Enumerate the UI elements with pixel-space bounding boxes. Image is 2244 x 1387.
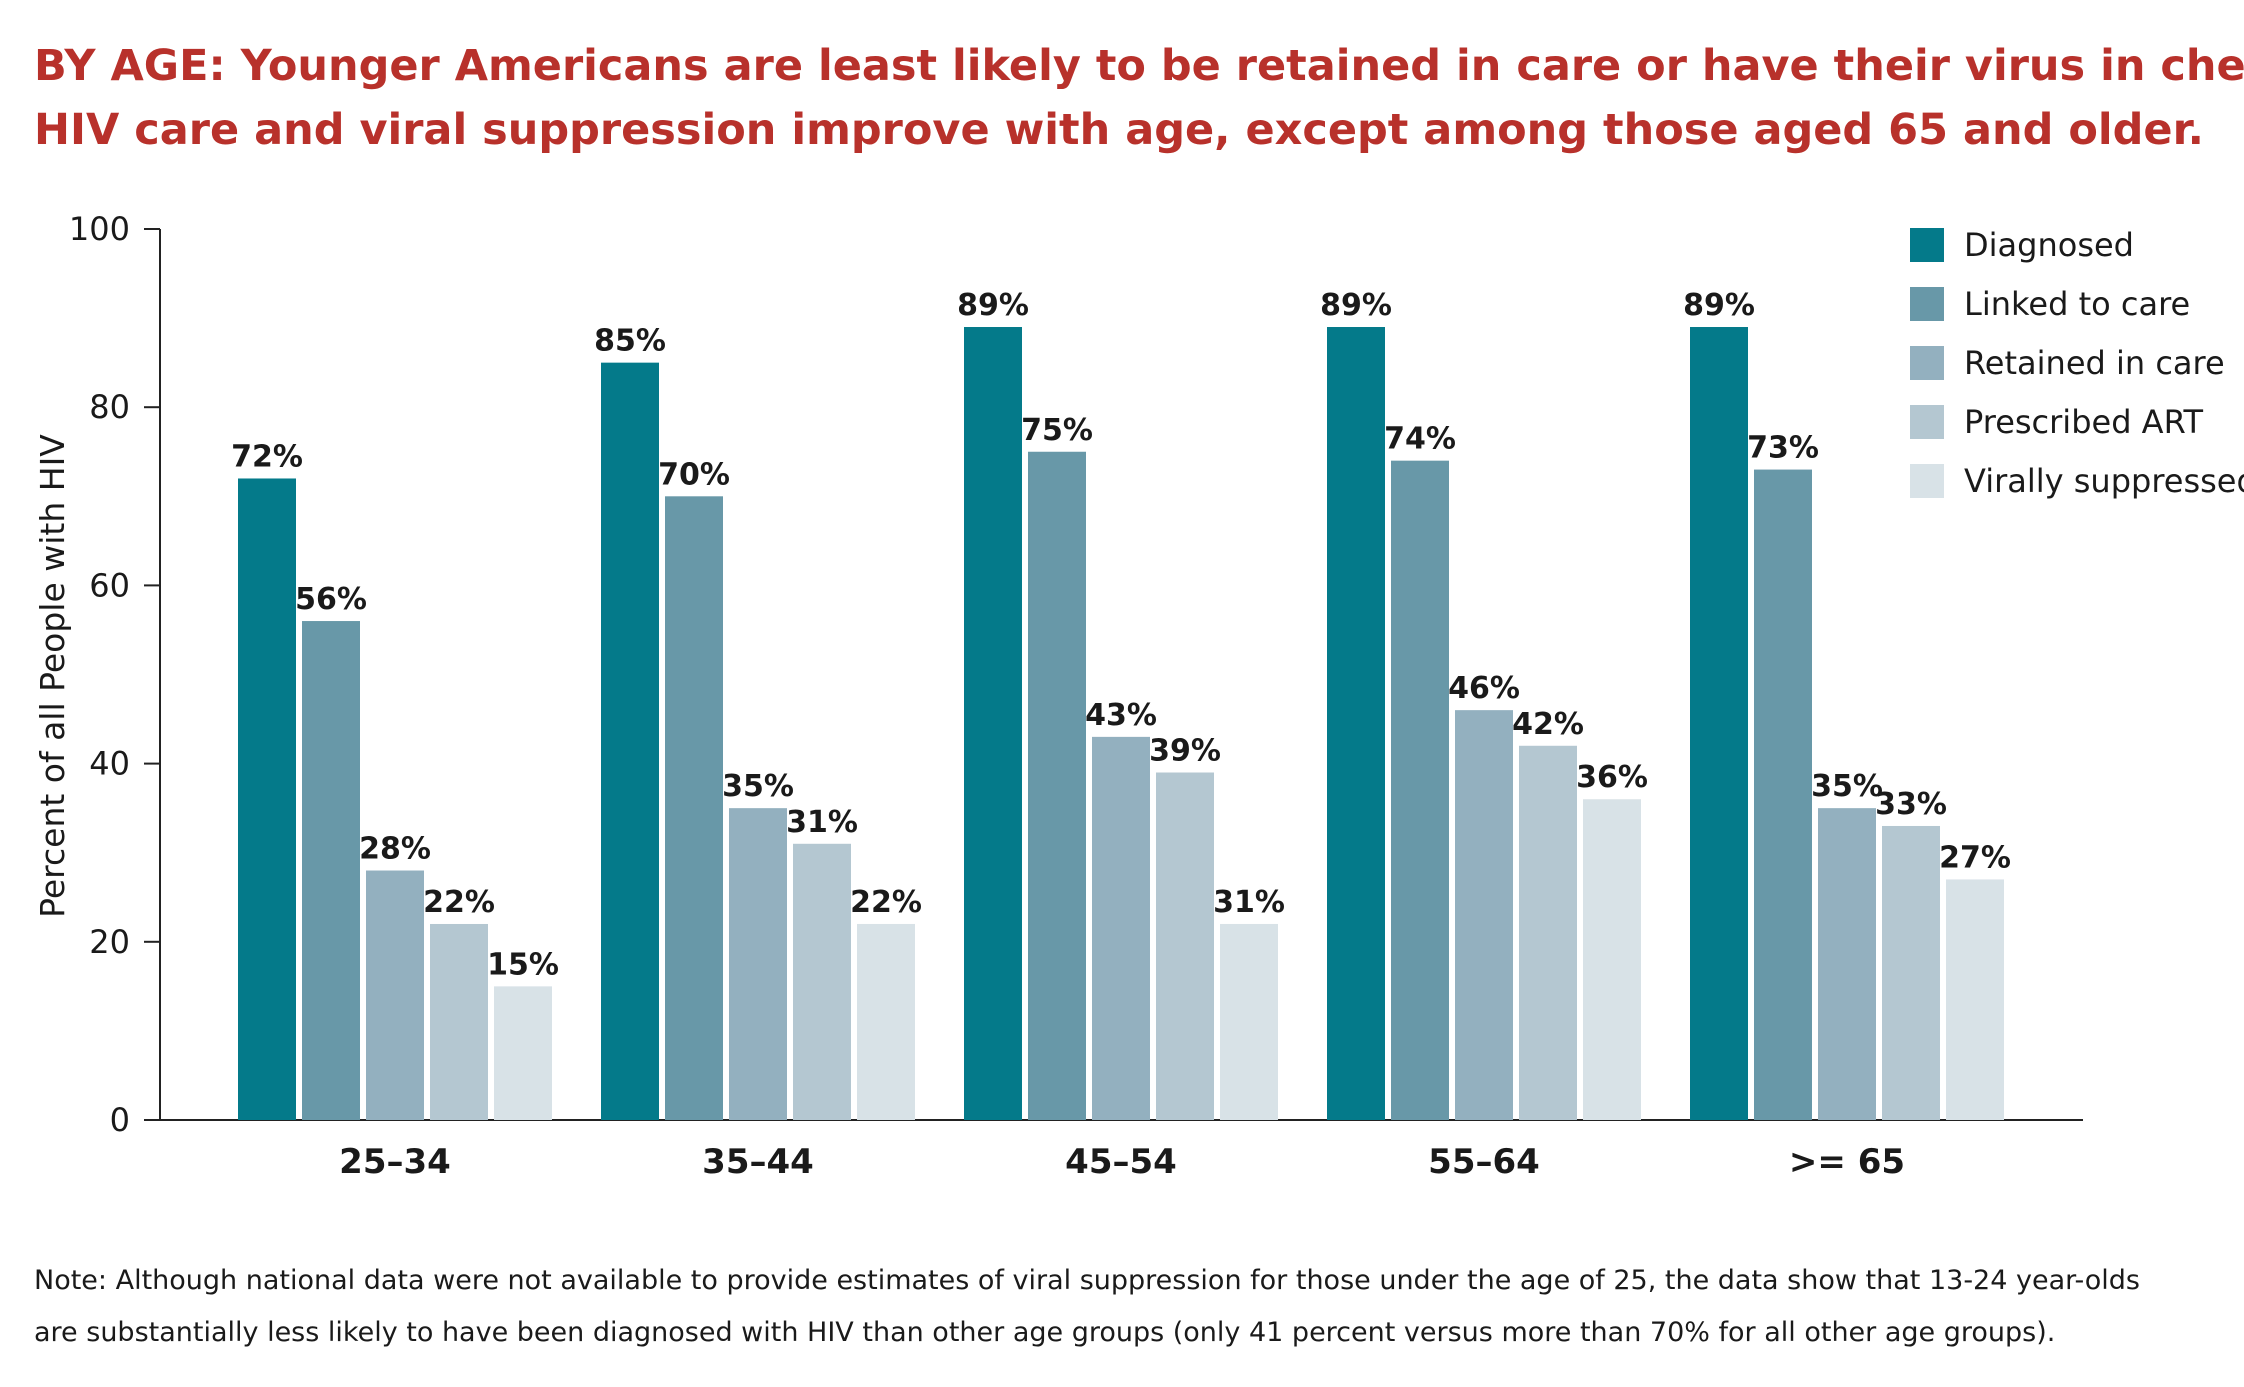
bar <box>238 478 296 1121</box>
bar <box>1946 879 2004 1120</box>
bar-data-label: 33% <box>1875 787 1947 822</box>
legend-label: Linked to care <box>1964 285 2190 323</box>
bar <box>1583 799 1641 1120</box>
bar-data-label: 74% <box>1384 422 1456 457</box>
legend-label: Prescribed ART <box>1964 403 2203 441</box>
bar <box>1156 772 1214 1120</box>
bar-data-label: 27% <box>1939 840 2011 875</box>
bar <box>857 923 915 1120</box>
bar-data-label: 35% <box>722 769 794 804</box>
bar-data-label: 70% <box>658 457 730 492</box>
bar-data-label: 56% <box>295 582 367 617</box>
bar-data-label: 22% <box>850 885 922 920</box>
bar <box>793 843 851 1120</box>
legend-label: Retained in care <box>1964 344 2225 382</box>
bar <box>1818 808 1876 1120</box>
bar <box>1391 460 1449 1120</box>
bar-data-label: 28% <box>359 832 431 867</box>
bar-chart: 0 20 40 60 80 100 Percent of all People with H… <box>33 210 2244 1182</box>
bar <box>601 362 659 1120</box>
x-tick-label: >= 65 <box>1789 1142 1905 1182</box>
bar-data-label: 22% <box>423 885 495 920</box>
bar <box>302 621 360 1120</box>
bar <box>665 496 723 1120</box>
footnote-line-1: Note: Although national data were not av… <box>34 1265 2140 1296</box>
bar-data-label: 43% <box>1085 698 1157 733</box>
bar <box>1754 469 1812 1120</box>
bar-data-label: 89% <box>1320 288 1392 323</box>
y-tick-label: 0 <box>110 1101 130 1139</box>
bar-data-label: 36% <box>1576 760 1648 795</box>
bar <box>1690 327 1748 1120</box>
bar-data-label: 73% <box>1747 431 1819 466</box>
y-axis-title: Percent of all People with HIV <box>33 434 72 918</box>
bar <box>430 923 488 1120</box>
chart-title-line-1: BY AGE: Younger Americans are least like… <box>34 41 2244 91</box>
bar <box>366 870 424 1120</box>
chart-title-line-2: HIV care and viral suppression improve w… <box>34 105 2205 155</box>
bar-data-label: 75% <box>1021 413 1093 448</box>
legend-swatch <box>1910 346 1944 380</box>
y-tick-label: 100 <box>69 210 130 248</box>
y-tick-label: 60 <box>89 566 130 604</box>
bar-data-label: 42% <box>1512 707 1584 742</box>
bar-data-label: 89% <box>957 288 1029 323</box>
bar-data-label: 15% <box>487 947 559 982</box>
bar-data-label: 39% <box>1149 734 1221 769</box>
bar-data-label: 46% <box>1448 671 1520 706</box>
legend-swatch <box>1910 405 1944 439</box>
bar <box>1220 923 1278 1120</box>
bar-data-label: 72% <box>231 439 303 474</box>
legend-swatch <box>1910 464 1944 498</box>
x-tick-label: 55–64 <box>1428 1142 1540 1182</box>
legend-swatch <box>1910 228 1944 262</box>
bar <box>1455 710 1513 1120</box>
x-tick-label: 45–54 <box>1065 1142 1177 1182</box>
y-tick-label: 80 <box>89 388 130 426</box>
x-tick-label: 35–44 <box>702 1142 814 1182</box>
bar <box>1882 825 1940 1120</box>
chart-title: BY AGE: Younger Americans are least like… <box>34 34 2244 162</box>
bar-data-label: 85% <box>594 324 666 359</box>
footnote: Note: Although national data were not av… <box>34 1255 2224 1359</box>
bar-data-label: 31% <box>1213 885 1285 920</box>
x-tick-label: 25–34 <box>339 1142 451 1182</box>
legend-label: Virally suppressed <box>1964 462 2244 500</box>
bar-data-label: 35% <box>1811 769 1883 804</box>
bar <box>1092 736 1150 1120</box>
bar <box>964 327 1022 1120</box>
bar <box>729 808 787 1120</box>
y-tick-label: 40 <box>89 745 130 783</box>
bar <box>1327 327 1385 1120</box>
legend-label: Diagnosed <box>1964 226 2134 264</box>
y-tick-label: 20 <box>89 923 130 961</box>
bar <box>1519 745 1577 1120</box>
bar <box>1028 451 1086 1120</box>
footnote-line-2: are substantially less likely to have be… <box>34 1317 2056 1348</box>
bar <box>494 986 552 1120</box>
legend-swatch <box>1910 287 1944 321</box>
bar-data-label: 31% <box>786 805 858 840</box>
bar-data-label: 89% <box>1683 288 1755 323</box>
